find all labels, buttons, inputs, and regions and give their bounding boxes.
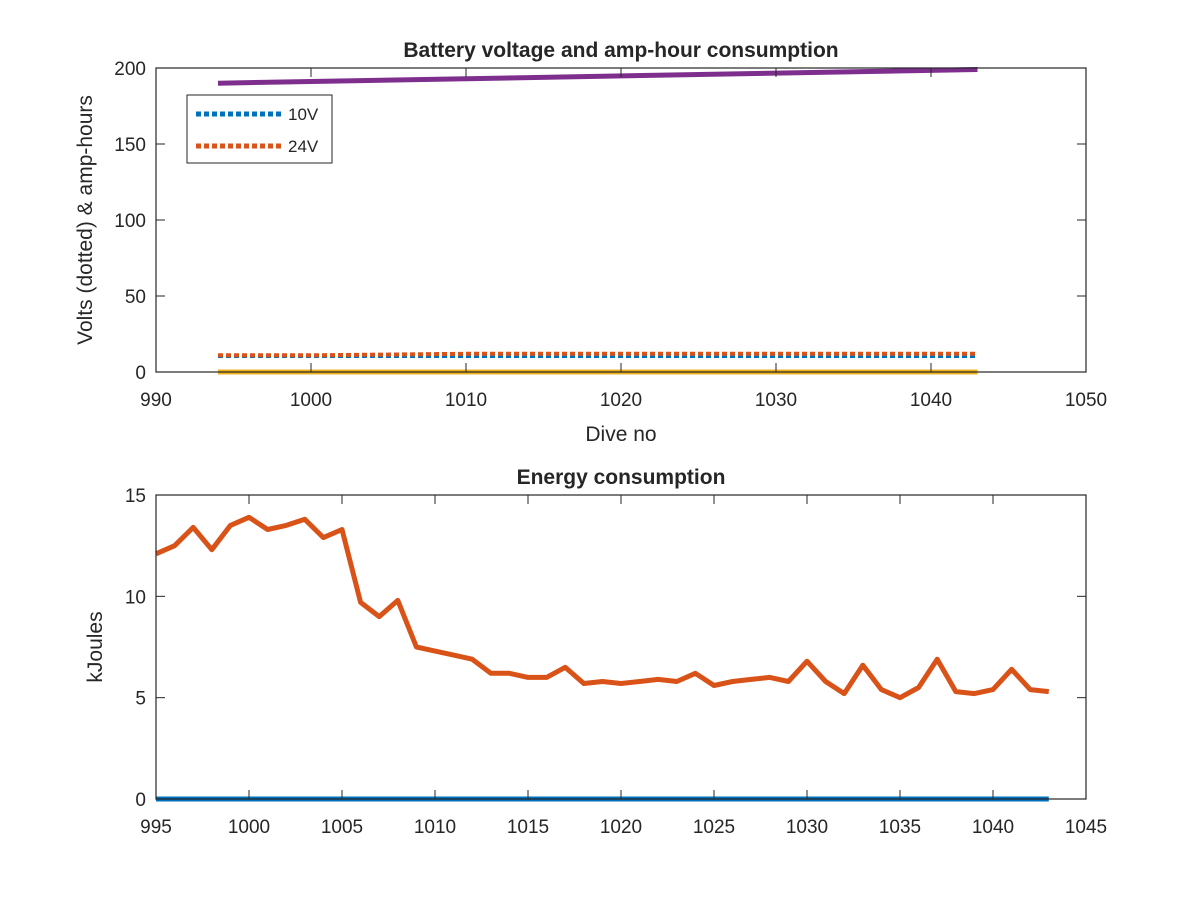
y-axis-label: Volts (dotted) & amp-hours <box>74 95 97 345</box>
x-tick-label: 1050 <box>1065 390 1107 411</box>
x-tick-label: 1030 <box>755 390 797 411</box>
series-line-3 <box>217 67 978 86</box>
y-tick-label: 200 <box>114 59 146 80</box>
chart-title: Battery voltage and amp-hour consumption <box>403 39 838 62</box>
x-tick-label: 1025 <box>693 817 735 838</box>
chart-energy-consumption: 995 1000 1005 1010 1015 1020 1025 1030 1035 1040 1… <box>84 466 1107 838</box>
y-tick-label: 10 <box>125 587 146 608</box>
legend: 10V 24V <box>186 94 333 164</box>
y-axis-label: kJoules <box>84 611 107 682</box>
legend-label-10v: 10V <box>288 105 319 124</box>
legend-label-24v: 24V <box>288 137 319 156</box>
y-tick-label: 0 <box>135 363 146 384</box>
y-tick-label: 50 <box>125 287 146 308</box>
x-tick-label: 1040 <box>910 390 952 411</box>
x-tick-label: 1040 <box>972 817 1014 838</box>
x-tick-label: 1000 <box>228 817 270 838</box>
tick-layer: 990 1000 1010 1020 1030 1040 1050 0 50 100 150 200 <box>114 59 1107 411</box>
x-tick-label: 1020 <box>600 390 642 411</box>
x-tick-label: 1045 <box>1065 817 1107 838</box>
x-tick-label: 1010 <box>414 817 456 838</box>
series-line-1 <box>155 514 1050 701</box>
x-tick-label: 1035 <box>879 817 921 838</box>
y-tick-label: 150 <box>114 135 146 156</box>
plot-area <box>156 495 1086 799</box>
y-tick-label: 0 <box>135 790 146 811</box>
tick-layer: 995 1000 1005 1010 1015 1020 1025 1030 1035 1040 1… <box>125 486 1107 838</box>
x-tick-label: 1010 <box>445 390 487 411</box>
x-axis-label: Dive no <box>585 423 656 446</box>
x-tick-label: 1005 <box>321 817 363 838</box>
legend-box <box>186 94 333 164</box>
x-tick-label: 990 <box>140 390 172 411</box>
y-tick-label: 100 <box>114 211 146 232</box>
y-tick-label: 15 <box>125 486 146 507</box>
x-tick-label: 1015 <box>507 817 549 838</box>
chart-title: Energy consumption <box>517 466 726 489</box>
x-tick-label: 995 <box>140 817 172 838</box>
y-tick-label: 5 <box>135 689 146 710</box>
x-tick-label: 1000 <box>290 390 332 411</box>
x-tick-label: 1030 <box>786 817 828 838</box>
chart-battery-voltage: 990 1000 1010 1020 1030 1040 1050050100150200 … <box>74 39 1107 446</box>
x-tick-label: 1020 <box>600 817 642 838</box>
